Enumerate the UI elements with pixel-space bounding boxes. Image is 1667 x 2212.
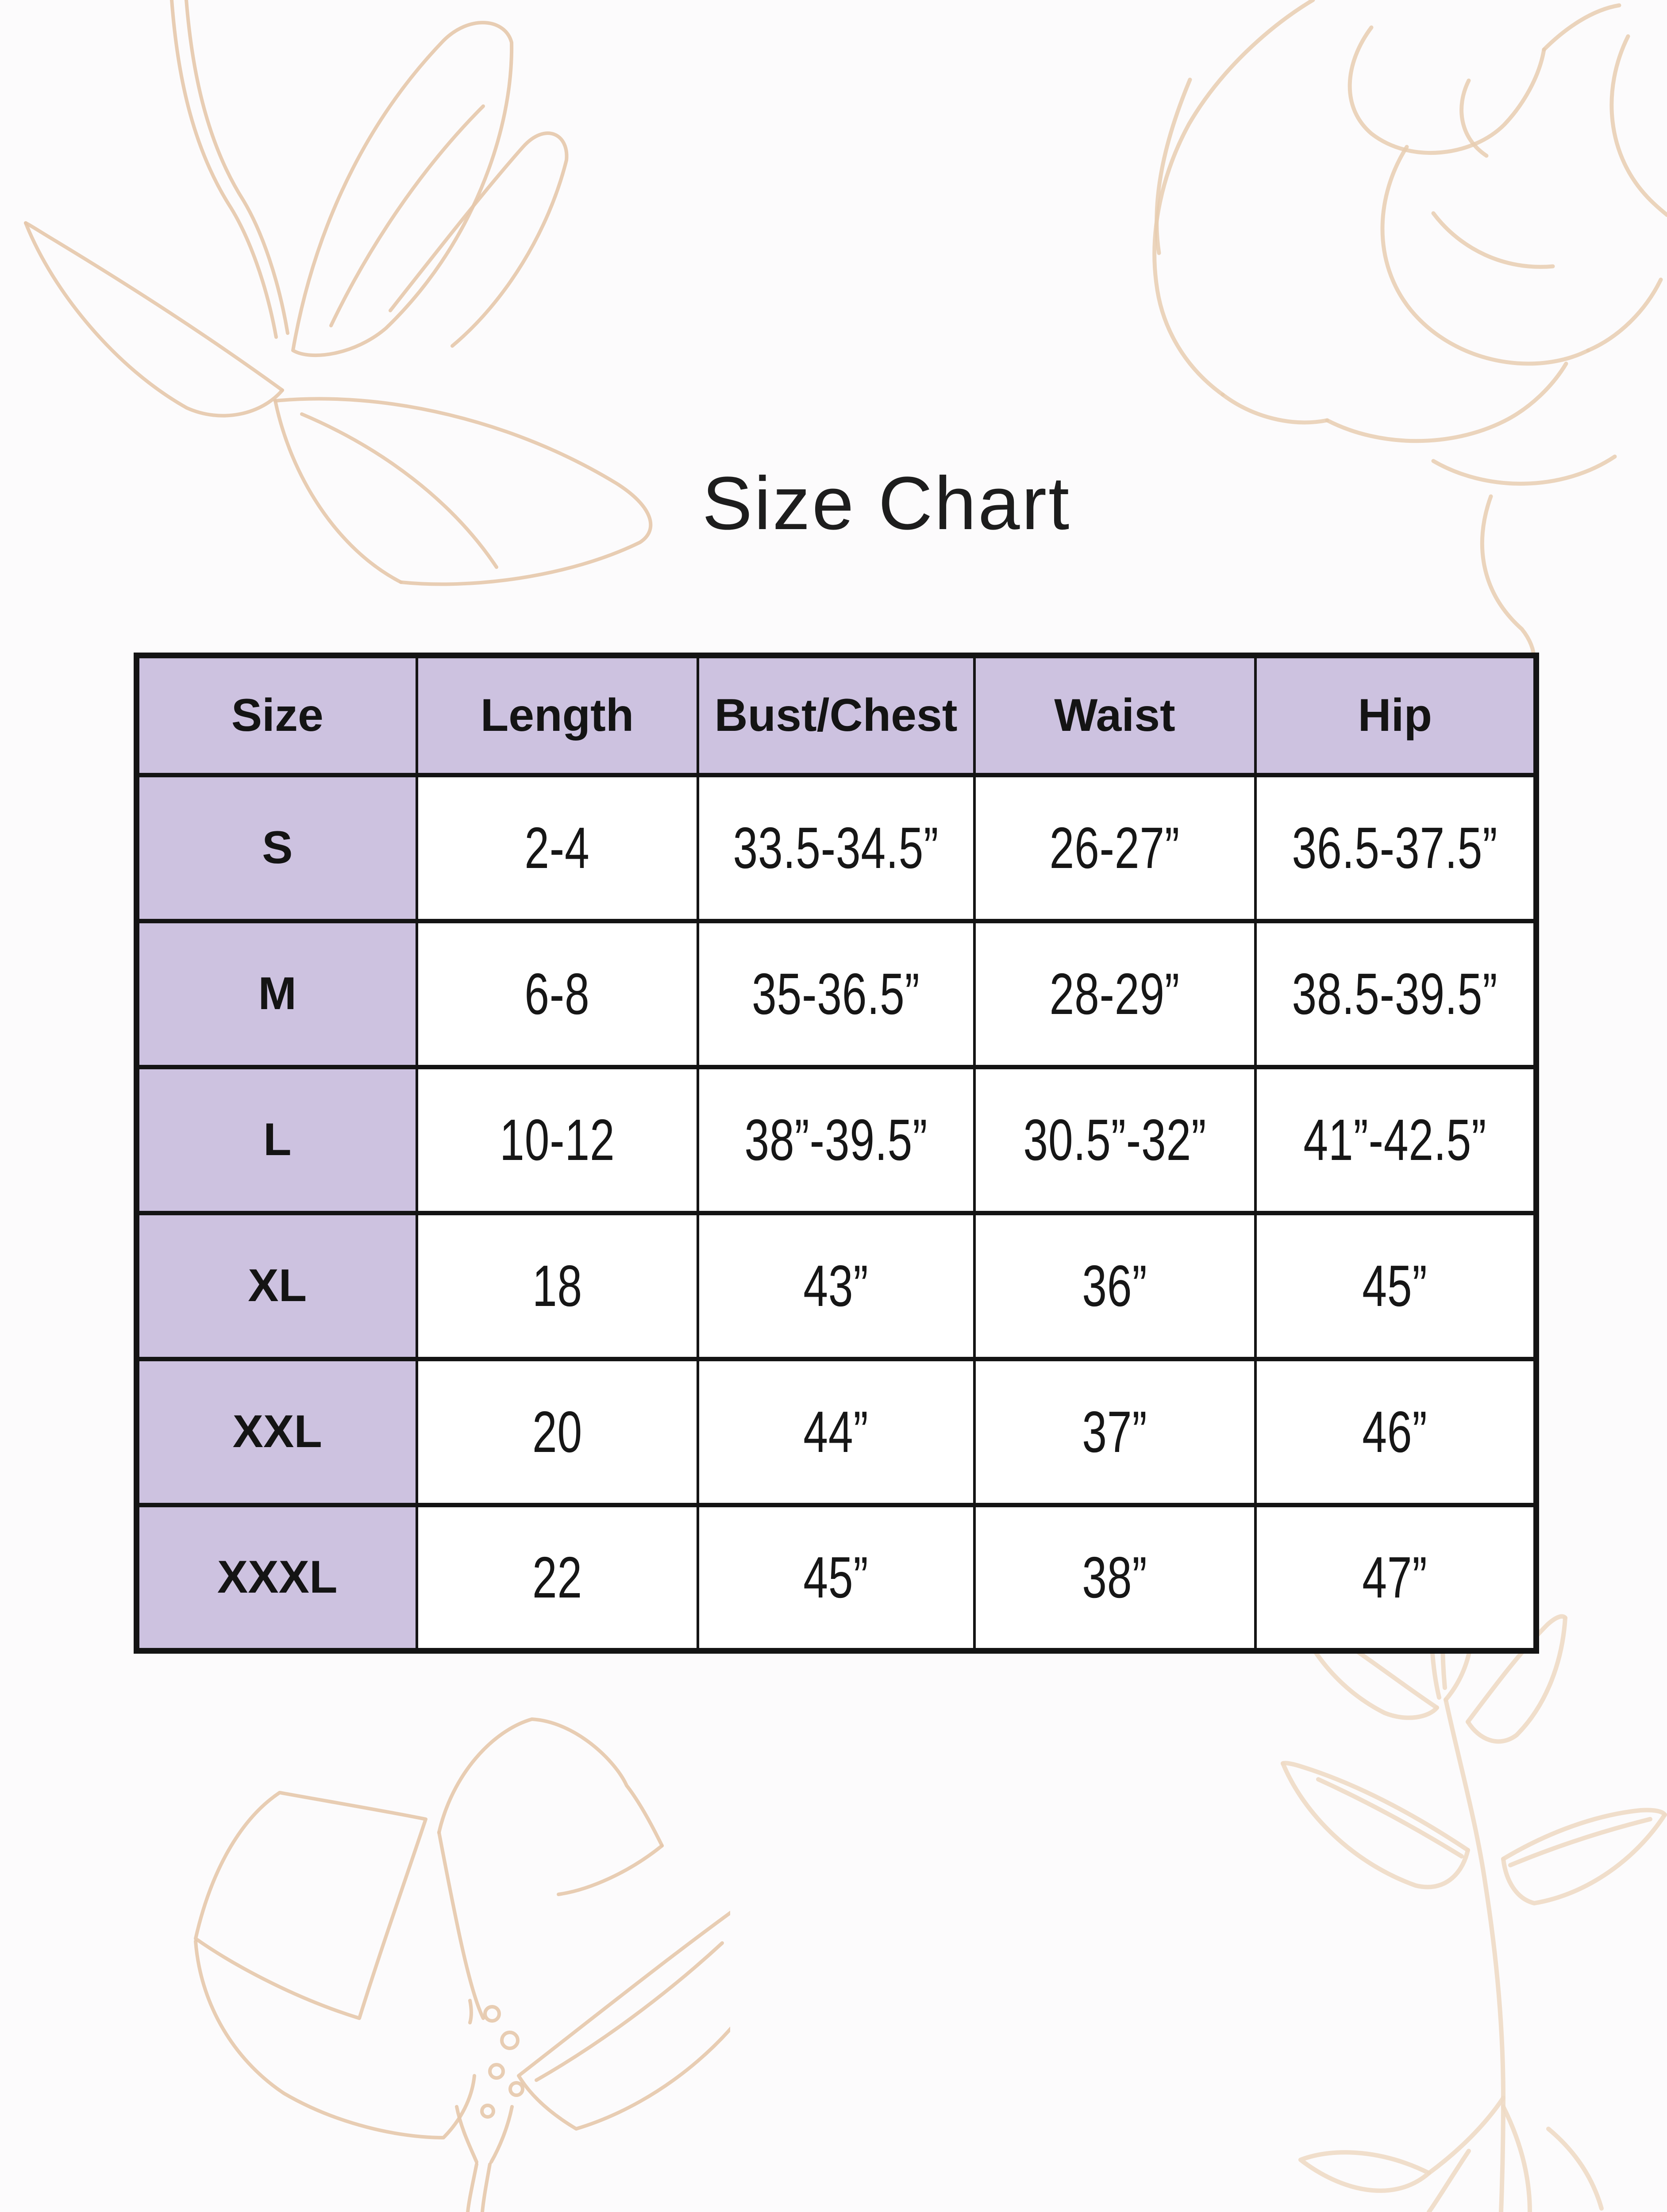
page-title: Size Chart (702, 461, 1071, 545)
cell-m-bust: 35-36.5” (696, 918, 976, 1069)
table-row-m: M 6-8 35-36.5” 28-29” 38.5-39.5” (135, 918, 1538, 1069)
table-row-xxl: XXL 20 44” 37” 46” (135, 1356, 1538, 1507)
table-row-xl: XL 18 43” 36” 45” (135, 1210, 1538, 1361)
top-right-rose-illustration (1152, 0, 1667, 690)
header-hip: Hip (1254, 653, 1538, 777)
size-label-s: S (135, 772, 418, 923)
bottom-left-flower-illustration (194, 1717, 730, 2212)
cell-s-length: 2-4 (415, 772, 699, 923)
cell-m-waist: 28-29” (973, 918, 1257, 1069)
cell-m-length: 6-8 (415, 918, 699, 1069)
size-chart-table: Size Length Bust/Chest Waist Hip S 2-4 3… (134, 653, 1539, 1654)
cell-s-hip: 36.5-37.5” (1254, 772, 1538, 923)
table-row-s: S 2-4 33.5-34.5” 26-27” 36.5-37.5” (135, 772, 1538, 923)
header-waist: Waist (973, 653, 1257, 777)
cell-m-hip: 38.5-39.5” (1254, 918, 1538, 1069)
cell-xl-bust: 43” (696, 1210, 976, 1361)
table-header-row: Size Length Bust/Chest Waist Hip (135, 653, 1538, 777)
size-label-xxxl: XXXL (135, 1502, 418, 1653)
cell-xxl-waist: 37” (973, 1356, 1257, 1507)
cell-xxl-hip: 46” (1254, 1356, 1538, 1507)
cell-l-waist: 30.5”-32” (973, 1064, 1257, 1215)
cell-xl-hip: 45” (1254, 1210, 1538, 1361)
cell-l-hip: 41”-42.5” (1254, 1064, 1538, 1215)
header-length: Length (415, 653, 699, 777)
size-label-xl: XL (135, 1210, 418, 1361)
table-row-xxxl: XXXL 22 45” 38” 47” (135, 1502, 1538, 1653)
cell-xxxl-bust: 45” (696, 1502, 976, 1653)
cell-xxl-bust: 44” (696, 1356, 976, 1507)
cell-xxl-length: 20 (415, 1356, 699, 1507)
cell-xxxl-length: 22 (415, 1502, 699, 1653)
top-left-flower-illustration (24, 0, 653, 586)
header-bust-chest: Bust/Chest (696, 653, 976, 777)
cell-xxxl-hip: 47” (1254, 1502, 1538, 1653)
bottom-right-leaf-sprig-illustration (1281, 1575, 1667, 2212)
size-label-l: L (135, 1064, 418, 1215)
cell-xxxl-waist: 38” (973, 1502, 1257, 1653)
size-label-m: M (135, 918, 418, 1069)
cell-xl-waist: 36” (973, 1210, 1257, 1361)
header-size: Size (135, 653, 418, 777)
table-row-l: L 10-12 38”-39.5” 30.5”-32” 41”-42.5” (135, 1064, 1538, 1215)
cell-s-waist: 26-27” (973, 772, 1257, 923)
cell-l-length: 10-12 (415, 1064, 699, 1215)
cell-l-bust: 38”-39.5” (696, 1064, 976, 1215)
cell-s-bust: 33.5-34.5” (696, 772, 976, 923)
size-label-xxl: XXL (135, 1356, 418, 1507)
cell-xl-length: 18 (415, 1210, 699, 1361)
